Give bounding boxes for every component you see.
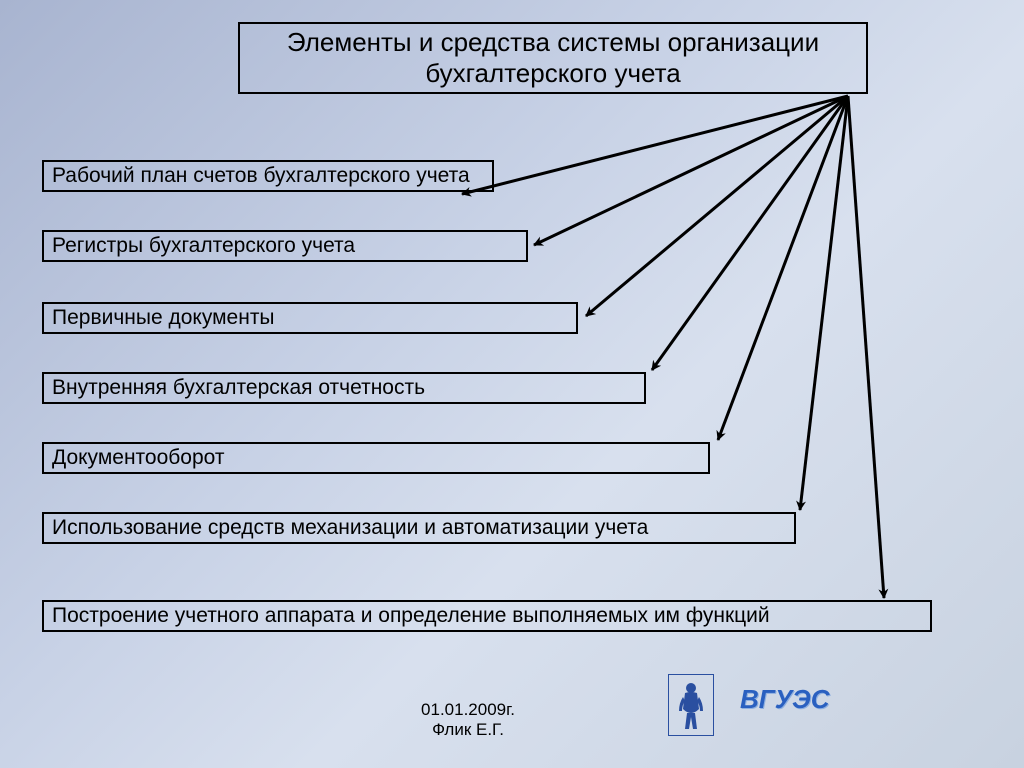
item-box-4: Документооборот bbox=[42, 442, 710, 474]
item-box-5: Использование средств механизации и авто… bbox=[42, 512, 796, 544]
logo-text-label: ВГУЭС bbox=[740, 684, 829, 715]
item-box-2: Первичные документы bbox=[42, 302, 578, 334]
title-box: Элементы и средства системы организации … bbox=[238, 22, 868, 94]
footer-author: Флик Е.Г. bbox=[398, 720, 538, 740]
item-box-0: Рабочий план счетов бухгалтерского учета bbox=[42, 160, 494, 192]
figure-icon bbox=[673, 679, 709, 731]
item-box-6: Построение учетного аппарата и определен… bbox=[42, 600, 932, 632]
logo-figure bbox=[668, 674, 714, 736]
footer: 01.01.2009г. Флик Е.Г. bbox=[398, 700, 538, 740]
item-box-1: Регистры бухгалтерского учета bbox=[42, 230, 528, 262]
logo-text: ВГУЭС bbox=[740, 684, 829, 715]
footer-date: 01.01.2009г. bbox=[398, 700, 538, 720]
item-box-3: Внутренняя бухгалтерская отчетность bbox=[42, 372, 646, 404]
